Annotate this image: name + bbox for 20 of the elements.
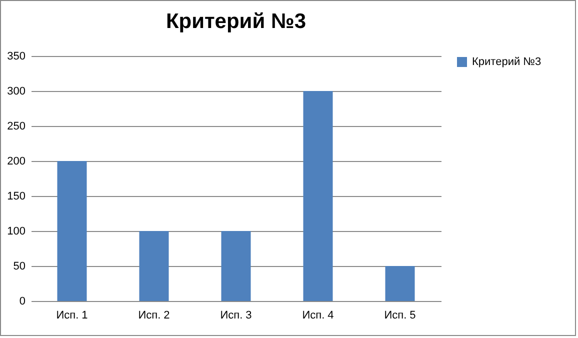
x-tick-label: Исп. 4	[302, 310, 334, 322]
legend-label: Критерий №3	[472, 56, 542, 68]
bar	[385, 266, 415, 301]
y-tick-label: 100	[7, 226, 26, 238]
bar	[57, 161, 87, 301]
x-tick-label: Исп. 2	[138, 310, 170, 322]
x-tick-label: Исп. 3	[220, 310, 252, 322]
y-tick-label: 250	[7, 120, 26, 132]
bar	[303, 91, 333, 301]
x-tick-label: Исп. 5	[384, 310, 416, 322]
y-tick-label: 50	[13, 260, 26, 272]
y-tick-label: 300	[7, 86, 26, 98]
y-tick-label: 200	[7, 156, 26, 168]
bar	[221, 231, 251, 301]
y-tick-label: 0	[19, 296, 26, 308]
y-tick-label: 350	[7, 50, 26, 62]
bar	[139, 231, 169, 301]
chart-title: Критерий №3	[166, 10, 306, 33]
y-tick-label: 150	[7, 190, 26, 202]
x-tick-label: Исп. 1	[56, 310, 88, 322]
